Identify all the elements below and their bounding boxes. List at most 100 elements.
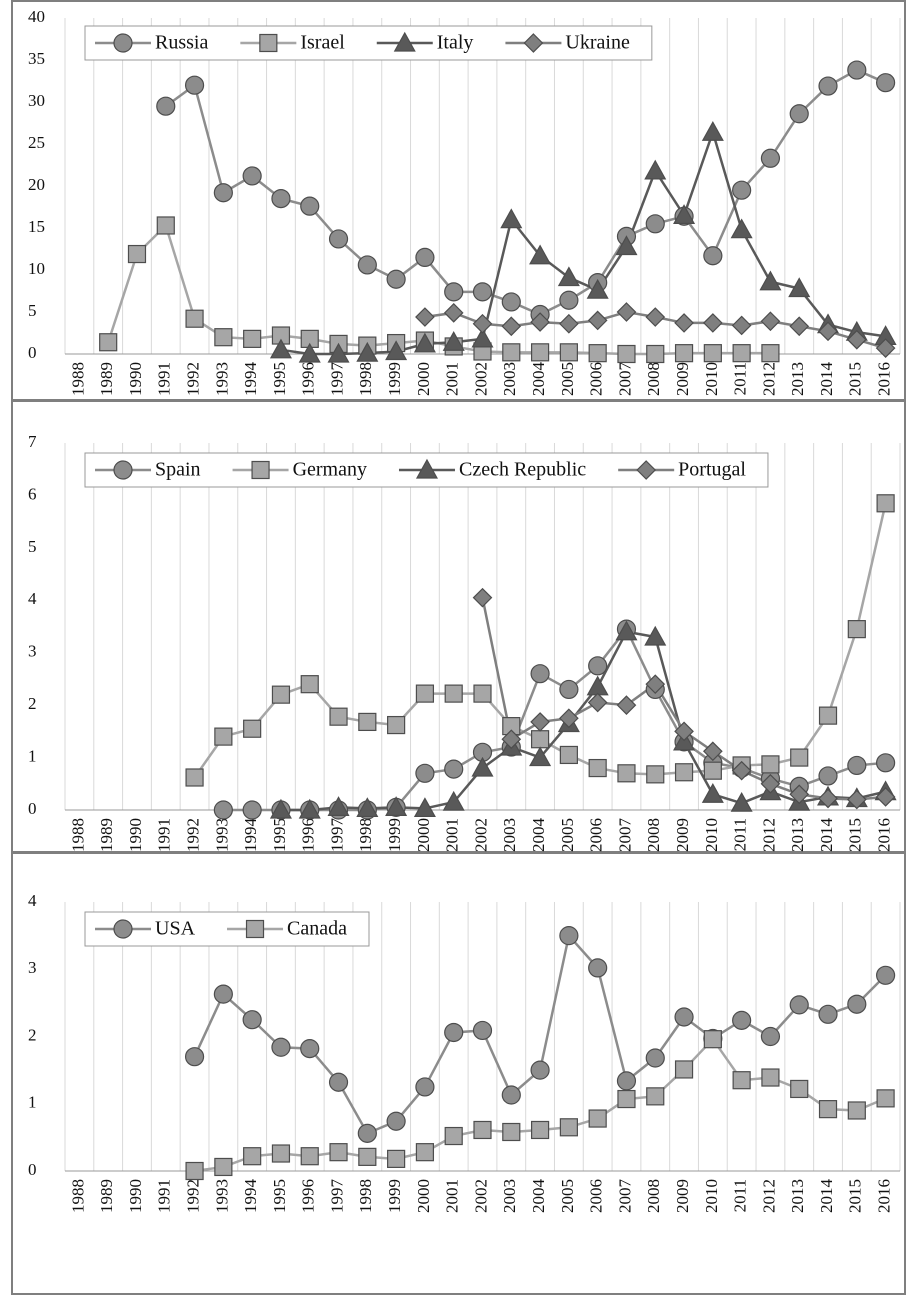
marker [214, 1157, 233, 1177]
x-tick-label: 1990 [126, 818, 145, 852]
marker [559, 343, 578, 362]
x-tick-label: 2005 [558, 818, 577, 852]
x-tick-label: 1998 [356, 818, 375, 852]
marker [674, 313, 694, 333]
marker [703, 344, 722, 363]
marker [269, 338, 292, 359]
marker [156, 96, 176, 116]
marker [329, 707, 348, 726]
x-tick-label: 2006 [587, 362, 606, 396]
panel-frame [11, 852, 906, 1295]
marker [271, 1037, 291, 1057]
x-tick-label: 1994 [241, 818, 260, 853]
marker [876, 1089, 895, 1108]
marker [501, 1085, 521, 1105]
marker [472, 1020, 493, 1041]
x-tick-label: 2000 [414, 1179, 433, 1213]
marker [387, 715, 406, 735]
marker [413, 797, 436, 818]
marker [502, 343, 521, 362]
marker [559, 313, 579, 334]
marker [329, 1143, 348, 1162]
x-tick-label: 2010 [702, 362, 721, 396]
x-tick-label: 1992 [183, 818, 202, 852]
x-tick-label: 2016 [875, 818, 894, 852]
y-tick-label: 5 [28, 537, 37, 556]
marker [875, 787, 896, 807]
marker [703, 246, 723, 266]
marker [559, 708, 579, 729]
x-tick-label: 1989 [97, 362, 116, 396]
marker [615, 620, 638, 641]
marker [300, 675, 319, 694]
marker [587, 310, 608, 331]
marker [271, 1144, 291, 1163]
marker [674, 763, 694, 782]
marker [846, 329, 867, 350]
marker [184, 1047, 205, 1067]
x-tick-label: 2012 [759, 1179, 778, 1213]
x-tick-label: 2006 [587, 1179, 606, 1213]
marker [415, 684, 435, 703]
x-tick-label: 1995 [270, 818, 289, 852]
legend: Russia Israel Italy Ukraine [84, 25, 653, 61]
marker [501, 292, 521, 312]
marker [156, 216, 175, 235]
marker [127, 244, 147, 264]
x-tick-label: 2007 [615, 818, 634, 853]
marker [214, 727, 233, 746]
marker [243, 1147, 262, 1166]
x-tick-label: 2001 [443, 818, 462, 852]
marker [645, 1048, 665, 1068]
marker [646, 1087, 665, 1106]
y-tick-label: 15 [28, 217, 45, 236]
legend-label: Israel [300, 32, 345, 54]
marker [876, 73, 896, 93]
marker [646, 765, 665, 784]
marker [847, 60, 867, 80]
x-tick-label: 2004 [529, 362, 548, 397]
marker [444, 759, 464, 779]
x-tick-label: 2009 [673, 362, 692, 396]
marker [760, 311, 781, 332]
marker [271, 189, 291, 209]
marker [213, 800, 233, 820]
marker [298, 342, 321, 363]
marker [415, 307, 435, 327]
marker [818, 706, 838, 725]
marker [387, 1149, 406, 1168]
marker [529, 746, 552, 767]
x-tick-label: 1988 [68, 1179, 87, 1213]
marker [415, 1143, 435, 1162]
marker [415, 458, 439, 479]
y-tick-label: 1 [28, 746, 37, 765]
y-tick-label: 4 [28, 589, 37, 608]
x-tick-label: 2013 [788, 1179, 807, 1213]
marker [760, 1026, 781, 1047]
x-tick-label: 2011 [731, 362, 750, 395]
marker [214, 328, 233, 347]
marker [442, 331, 465, 351]
marker [586, 675, 609, 696]
marker [789, 104, 809, 124]
marker [530, 664, 550, 684]
marker [271, 685, 291, 704]
marker [500, 208, 523, 229]
y-tick-label: 7 [28, 432, 37, 451]
y-tick-label: 3 [28, 958, 37, 977]
x-tick-label: 2014 [817, 1179, 836, 1214]
marker [646, 344, 665, 364]
marker [645, 307, 666, 327]
marker [113, 460, 133, 480]
x-tick-label: 2004 [529, 818, 548, 853]
marker [184, 75, 205, 95]
marker [588, 656, 608, 676]
marker [385, 796, 408, 816]
x-tick-label: 2009 [673, 1179, 692, 1213]
marker [731, 315, 752, 336]
marker [213, 183, 233, 203]
marker [847, 620, 866, 639]
legend-label: Russia [155, 32, 208, 54]
y-tick-label: 6 [28, 484, 37, 503]
